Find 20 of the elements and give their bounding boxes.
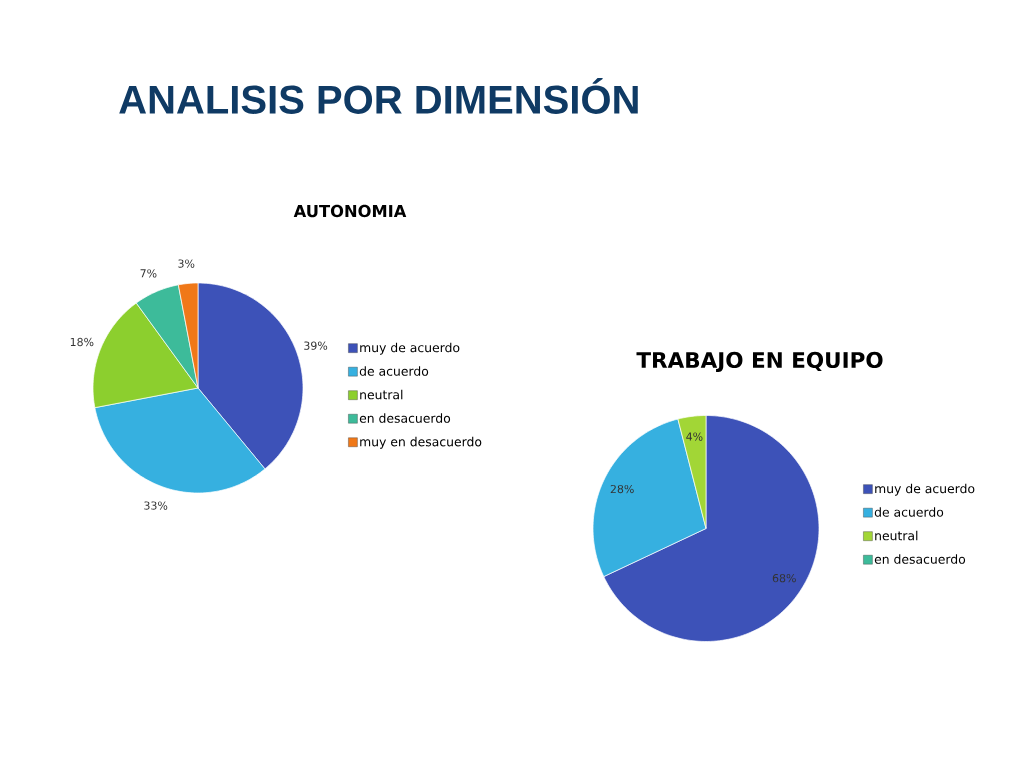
data-label: 7% bbox=[140, 269, 157, 278]
data-label: 3% bbox=[178, 259, 195, 268]
legend-label: muy en desacuerdo bbox=[360, 436, 482, 449]
data-label: 28% bbox=[610, 484, 634, 494]
data-label: 18% bbox=[70, 337, 94, 347]
legend-label: de acuerdo bbox=[359, 366, 429, 376]
chart-title: TRABAJO EN EQUIPO bbox=[636, 351, 883, 373]
data-label: 39% bbox=[304, 341, 328, 350]
legend-label: en desacuerdo bbox=[359, 413, 451, 423]
legend-label: muy de acuerdo bbox=[875, 483, 975, 496]
legend-label: en desacuerdo bbox=[874, 554, 966, 564]
chart-title: AUTONOMIA bbox=[293, 204, 407, 218]
data-label: 4% bbox=[686, 432, 703, 441]
data-label: 33% bbox=[144, 501, 168, 510]
legend-label: muy de acuerdo bbox=[360, 342, 460, 355]
text: ANALISIS POR DIMENSIÓN bbox=[119, 78, 638, 114]
legend-label: neutral bbox=[875, 530, 918, 541]
legend-label: de acuerdo bbox=[874, 507, 944, 517]
legend-label: neutral bbox=[360, 389, 403, 400]
data-label: 68% bbox=[772, 574, 796, 583]
